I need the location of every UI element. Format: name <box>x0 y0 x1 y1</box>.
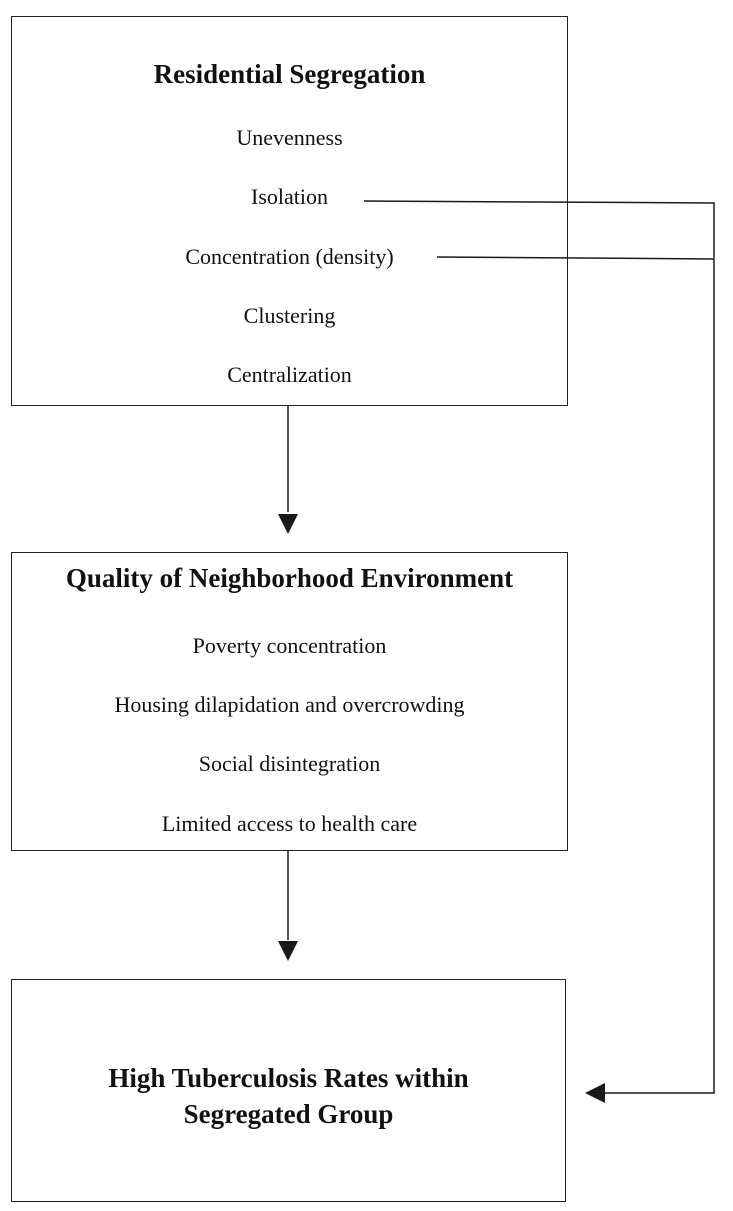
outcome-title-line2: Segregated Group <box>183 1099 394 1129</box>
arrowhead-to-outcome <box>585 1083 605 1103</box>
tuberculosis-outcome-title: High Tuberculosis Rates within Segregate… <box>12 1060 565 1132</box>
tuberculosis-outcome-box: High Tuberculosis Rates within Segregate… <box>11 979 566 1202</box>
segregation-item-unevenness: Unevenness <box>236 125 343 150</box>
residential-segregation-box: Residential Segregation Unevenness Isola… <box>11 16 568 406</box>
segregation-item-isolation: Isolation <box>251 184 328 209</box>
environment-item-poverty: Poverty concentration <box>192 633 387 658</box>
environment-item-social: Social disintegration <box>198 751 381 776</box>
environment-item-health-care: Limited access to health care <box>161 811 418 836</box>
environment-item-housing: Housing dilapidation and overcrowding <box>114 692 465 717</box>
neighborhood-environment-box: Quality of Neighborhood Environment Pove… <box>11 552 568 851</box>
arrowhead-environment-to-outcome <box>278 941 298 961</box>
residential-segregation-title: Residential Segregation <box>153 59 426 89</box>
arrowhead-segregation-to-environment <box>278 514 298 534</box>
segregation-item-centralization: Centralization <box>227 362 352 387</box>
segregation-item-clustering: Clustering <box>243 303 336 328</box>
outcome-title-line1: High Tuberculosis Rates within <box>108 1063 469 1093</box>
segregation-item-concentration: Concentration (density) <box>185 244 394 269</box>
neighborhood-environment-title: Quality of Neighborhood Environment <box>65 563 514 593</box>
